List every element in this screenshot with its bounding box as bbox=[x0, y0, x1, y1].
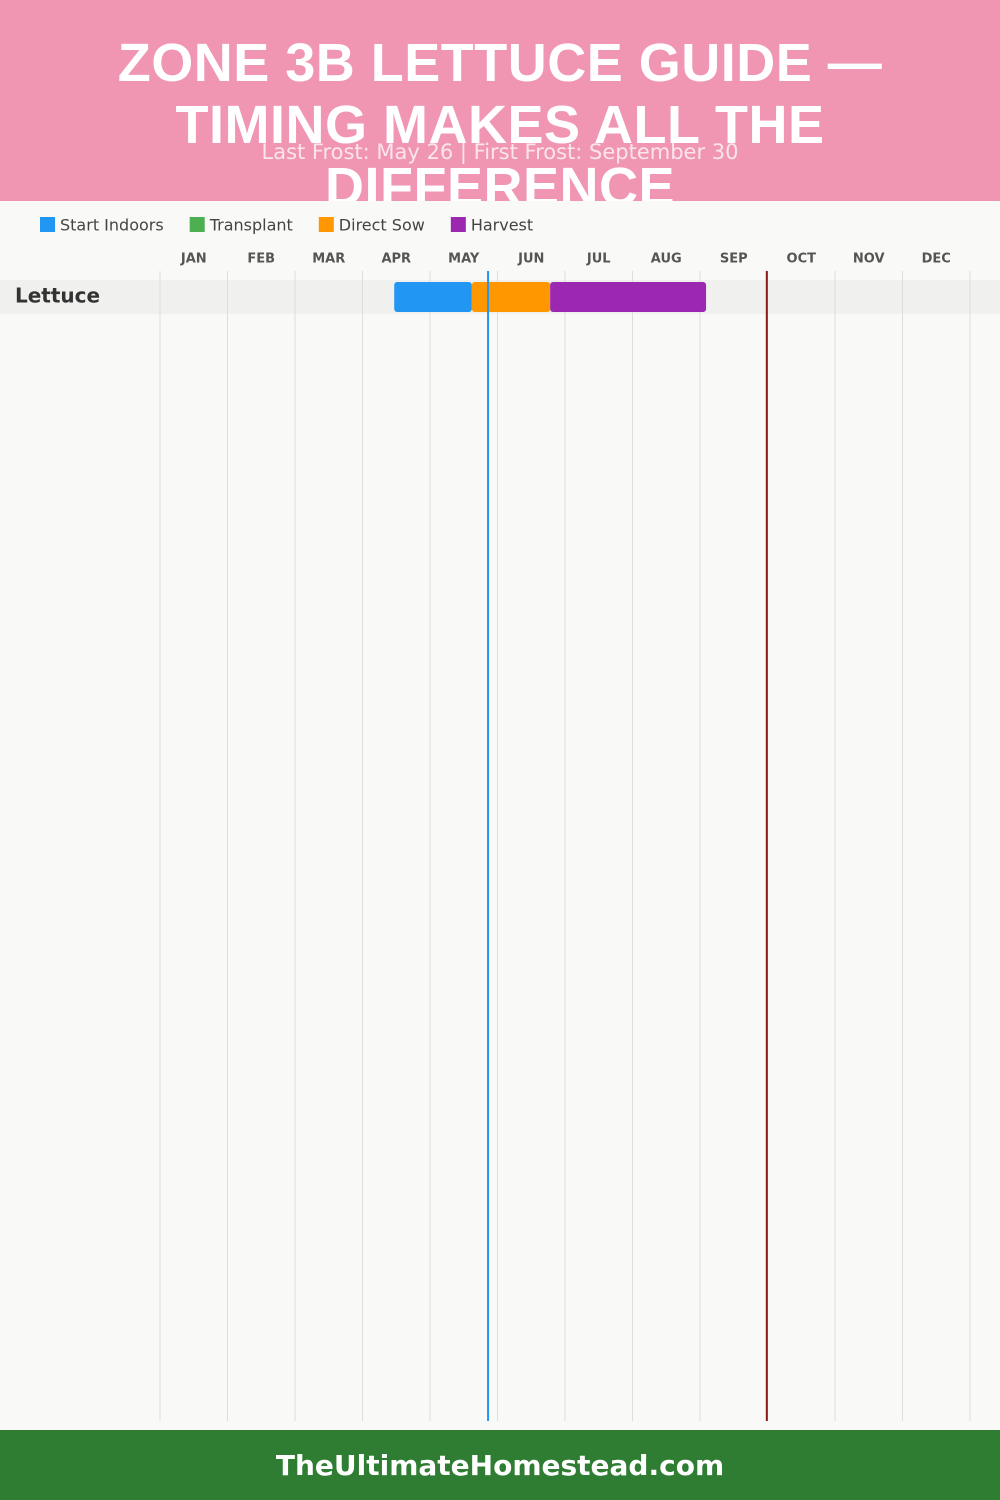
x-tick-label: JUN bbox=[517, 252, 544, 267]
legend-label: Harvest bbox=[471, 216, 533, 235]
x-tick-label: MAY bbox=[448, 252, 480, 267]
legend-label: Start Indoors bbox=[60, 216, 164, 235]
x-tick-label: JUL bbox=[586, 252, 611, 267]
x-tick-label: MAR bbox=[312, 252, 345, 267]
x-tick-label: APR bbox=[381, 252, 411, 267]
x-tick-label: OCT bbox=[787, 252, 817, 267]
row-label: Lettuce bbox=[15, 284, 100, 308]
chart-title: ZONE 3B LETTUCE GUIDE — TIMING MAKES ALL… bbox=[117, 33, 883, 201]
legend-swatch bbox=[40, 217, 55, 232]
x-tick-label: SEP bbox=[720, 252, 748, 267]
bar-segment bbox=[471, 282, 551, 312]
x-tick-label: FEB bbox=[247, 252, 275, 267]
x-tick-label: JAN bbox=[180, 252, 207, 267]
legend-swatch bbox=[450, 217, 466, 232]
legend-label: Transplant bbox=[209, 216, 293, 235]
bar-segment bbox=[394, 282, 472, 312]
x-tick-label: AUG bbox=[651, 252, 682, 267]
bar-segment bbox=[550, 282, 707, 312]
x-tick-label: NOV bbox=[853, 252, 885, 267]
header: ZONE 3B LETTUCE GUIDE — TIMING MAKES ALL… bbox=[0, 0, 1000, 201]
x-tick-label: DEC bbox=[922, 252, 951, 267]
legend-label: Direct Sow bbox=[339, 216, 425, 235]
footer: TheUltimateHomestead.com bbox=[0, 1430, 1000, 1500]
chart: Start Indoors Transplant Direct Sow Harvest… bbox=[0, 216, 1000, 1421]
chart-subtitle: Last Frost: May 26 | First Frost: Septem… bbox=[261, 140, 739, 164]
legend-swatch bbox=[189, 217, 205, 232]
legend-swatch bbox=[318, 217, 334, 232]
